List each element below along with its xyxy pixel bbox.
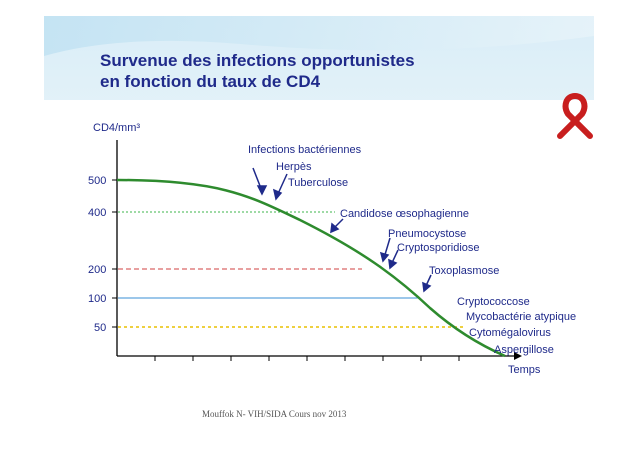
footer-credit: Mouffok N- VIH/SIDA Cours nov 2013 — [202, 409, 347, 419]
title-line-1: Survenue des infections opportunistes — [100, 51, 415, 70]
x-axis-ticks — [154, 356, 460, 361]
label-cryptococcose: Cryptococcose — [457, 296, 530, 308]
arrowhead-herpes — [272, 188, 283, 201]
label-herpes: Herpès — [276, 161, 312, 173]
cd4-decline-curve — [116, 178, 506, 358]
y-tick-400: 400 — [88, 207, 106, 219]
y-axis-ticks — [112, 179, 117, 328]
arrowhead-pneumocystose — [379, 251, 390, 263]
slide-title: Survenue des infections opportunistes en… — [100, 50, 415, 92]
label-aspergillose: Aspergillose — [494, 344, 554, 356]
y-axis-label: CD4/mm³ — [93, 122, 140, 134]
arrowhead-toxoplasmose — [422, 281, 432, 293]
aids-ribbon-icon — [557, 93, 593, 139]
y-tick-200: 200 — [88, 264, 106, 276]
arrowhead-infections-bacteriennes — [256, 185, 268, 196]
label-cytomegalovirus: Cytomégalovirus — [469, 327, 551, 339]
y-tick-100: 100 — [88, 293, 106, 305]
label-infections-bacteriennes: Infections bactériennes — [248, 144, 362, 156]
label-candidose-oesophagienne: Candidose œsophagienne — [340, 208, 469, 220]
arrowhead-cryptosporidiose — [388, 258, 398, 270]
title-line-2: en fonction du taux de CD4 — [100, 72, 321, 91]
label-mycobacterie-atypique: Mycobactérie atypique — [466, 311, 576, 323]
y-tick-50: 50 — [94, 322, 106, 334]
label-cryptosporidiose: Cryptosporidiose — [397, 242, 480, 254]
y-tick-500: 500 — [88, 175, 106, 187]
arrowhead-candidose — [330, 222, 340, 234]
x-axis-label: Temps — [508, 364, 541, 376]
plot-background — [44, 100, 594, 430]
label-tuberculose: Tuberculose — [288, 177, 348, 189]
label-toxoplasmose: Toxoplasmose — [429, 265, 499, 277]
header-swoosh — [44, 16, 594, 56]
label-pneumocystose: Pneumocystose — [388, 228, 466, 240]
x-axis-arrow — [514, 352, 522, 360]
annotation-arrows — [252, 167, 432, 293]
